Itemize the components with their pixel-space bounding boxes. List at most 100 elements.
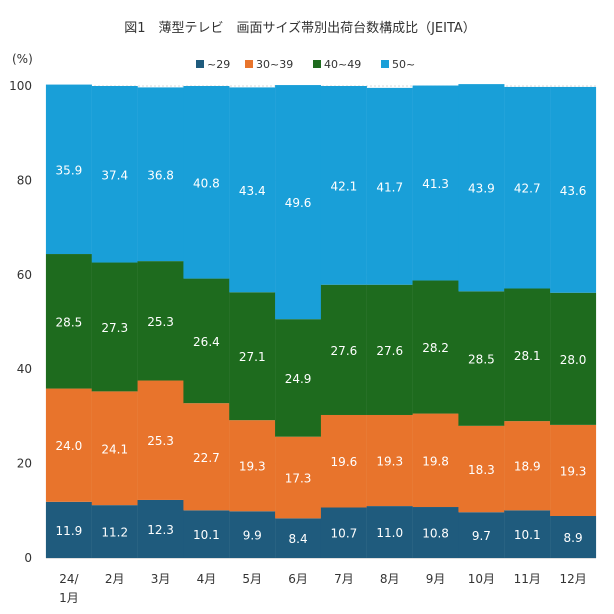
y-tick-label: 20 [17, 457, 32, 471]
data-label: 11.0 [376, 526, 403, 540]
y-axis-unit-label: (%) [12, 52, 33, 66]
x-tick-label: 10月 [468, 572, 495, 586]
x-tick-label: 8月 [380, 572, 400, 586]
bar-segment [229, 87, 276, 293]
y-tick-label: 40 [17, 362, 32, 376]
legend: ~29 30~39 40~49 50~ [196, 58, 415, 71]
bar-segment [91, 505, 138, 558]
bar-segment [137, 87, 184, 262]
data-label: 22.7 [193, 451, 220, 465]
x-tick-label: 24/ [59, 572, 79, 586]
x-tick-label: 6月 [288, 572, 308, 586]
bar-segment [183, 510, 230, 558]
bar-segment [275, 436, 322, 519]
data-label: 10.1 [514, 528, 541, 542]
data-label: 37.4 [101, 168, 128, 182]
data-label: 12.3 [147, 523, 174, 537]
legend-label: 40~49 [324, 58, 361, 71]
data-label: 24.9 [285, 372, 312, 386]
data-label: 41.7 [376, 180, 403, 194]
data-label: 27.6 [331, 344, 358, 358]
data-label: 43.4 [239, 184, 266, 198]
bar-segment [45, 84, 92, 255]
bar-segment [504, 86, 551, 289]
bar-segment [366, 506, 413, 558]
bar-segment [45, 501, 92, 558]
bar-segment [183, 403, 230, 511]
data-label: 24.1 [101, 442, 128, 456]
data-label: 43.6 [560, 184, 587, 198]
data-label: 43.9 [468, 182, 495, 196]
bar-segment [412, 413, 459, 508]
data-label: 28.2 [422, 341, 449, 355]
legend-swatch [313, 60, 321, 68]
data-label: 42.7 [514, 182, 541, 196]
x-axis-ticks: 24/1月 2月 3月 4月 5月 6月 7月 8月 9月 10月 11月 12月 [59, 572, 587, 605]
bar-segment [137, 380, 184, 500]
legend-label: ~29 [207, 58, 230, 71]
bar-segment [550, 86, 597, 293]
y-tick-label: 80 [17, 173, 32, 187]
bar-segment [183, 86, 230, 279]
y-tick-label: 100 [9, 79, 32, 93]
bar-segment [458, 512, 505, 558]
bars [45, 84, 597, 558]
bar-segment [45, 254, 92, 389]
y-axis-ticks: 0 20 40 60 80 100 [9, 79, 32, 565]
bar-segment [412, 280, 459, 414]
x-tick-label: 11月 [514, 572, 541, 586]
data-label: 9.7 [472, 529, 491, 543]
bar-segment [366, 414, 413, 507]
bar-segment [137, 499, 184, 558]
bar-segment [504, 288, 551, 422]
bar-segment [458, 84, 505, 292]
data-label: 19.8 [422, 454, 449, 468]
data-label: 28.5 [56, 315, 83, 329]
x-tick-label: 9月 [426, 572, 446, 586]
bar-segment [45, 388, 92, 502]
data-label: 11.2 [101, 526, 128, 540]
bar-segment [91, 86, 138, 263]
data-label: 27.3 [101, 321, 128, 335]
bar-segment [320, 507, 367, 558]
data-label: 18.9 [514, 460, 541, 474]
data-label: 19.6 [331, 455, 358, 469]
data-label: 26.4 [193, 335, 220, 349]
data-label: 42.1 [331, 179, 358, 193]
data-label: 10.8 [422, 527, 449, 541]
bar-segment [320, 86, 367, 285]
data-label: 19.3 [239, 460, 266, 474]
bar-segment [229, 511, 276, 558]
bar-segment [320, 414, 367, 508]
x-tick-label: 3月 [151, 572, 171, 586]
bar-segment [504, 421, 551, 511]
data-label: 11.9 [56, 524, 83, 538]
legend-swatch [381, 60, 389, 68]
data-label: 10.1 [193, 528, 220, 542]
bar-segment [412, 85, 459, 281]
data-label: 8.9 [564, 531, 583, 545]
data-label: 40.8 [193, 176, 220, 190]
x-tick-label: 12月 [559, 572, 586, 586]
data-label: 10.7 [331, 527, 358, 541]
bar-segment [229, 292, 276, 421]
bar-segment [458, 425, 505, 513]
data-label: 27.1 [239, 350, 266, 364]
data-label: 9.9 [243, 529, 262, 543]
bar-segment [91, 391, 138, 506]
chart-title: 図1 薄型テレビ 画面サイズ帯別出荷台数構成比（JEITA） [124, 20, 476, 36]
bar-segment [91, 262, 138, 392]
data-label: 28.1 [514, 349, 541, 363]
data-label: 25.3 [147, 315, 174, 329]
legend-swatch [196, 60, 204, 68]
x-tick-label: 2月 [105, 572, 125, 586]
legend-swatch [245, 60, 253, 68]
data-label: 41.3 [422, 177, 449, 191]
bar-segment [229, 420, 276, 512]
data-label: 19.3 [560, 464, 587, 478]
bar-segment [550, 292, 597, 425]
bar-segment [366, 87, 413, 285]
x-tick-label: 7月 [334, 572, 354, 586]
